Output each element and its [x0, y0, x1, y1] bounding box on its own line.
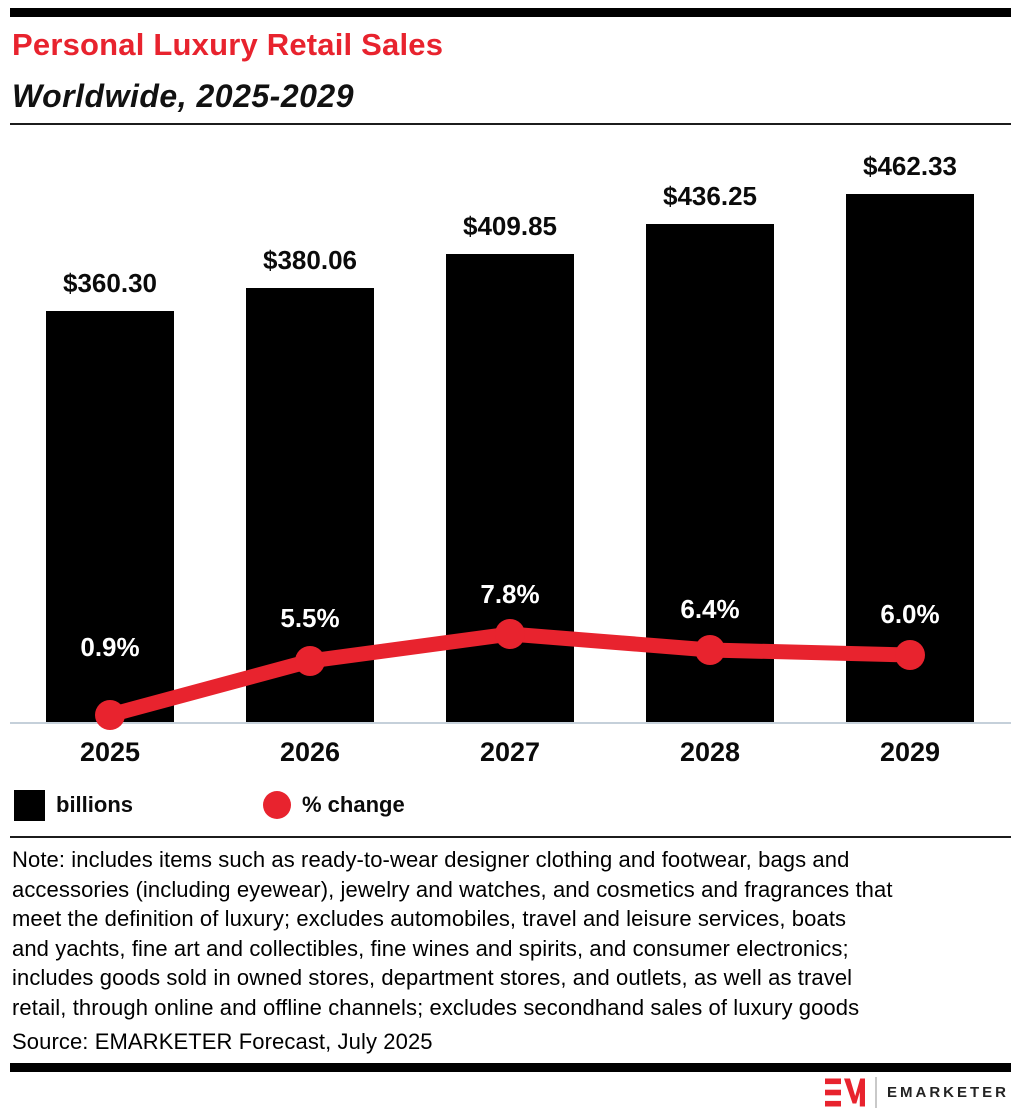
header-divider [10, 123, 1011, 125]
bar-value-label: $409.85 [463, 211, 557, 241]
x-axis-label: 2026 [279, 737, 341, 767]
pct-change-label: 6.0% [880, 599, 940, 629]
bar-value-label: $462.33 [863, 151, 957, 181]
pct-change-label: 6.4% [680, 594, 740, 624]
note-line: includes goods sold in owned stores, dep… [12, 965, 853, 991]
pct-change-label: 7.8% [480, 579, 540, 609]
pct-change-swatch-circle-icon [263, 791, 291, 819]
emarketer-logo-icon [824, 1078, 865, 1107]
note-line: and yachts, fine art and collectibles, f… [12, 935, 849, 961]
note-line: retail, through online and offline chann… [12, 994, 860, 1020]
chart-legend: billions % change [14, 788, 405, 822]
x-axis-label: 2027 [479, 737, 541, 767]
page-title: Personal Luxury Retail Sales [12, 27, 444, 62]
legend-label-pct-change: % change [302, 792, 405, 817]
bar-2029 [846, 194, 974, 723]
note-line: accessories (including eyewear), jewelry… [12, 876, 893, 902]
brand-name: EMARKETER [886, 1084, 1009, 1101]
x-axis-label: 2029 [879, 737, 941, 767]
x-axis-line [10, 722, 1011, 724]
note-block: Note: includes items such as ready-to-we… [12, 845, 893, 1056]
x-axis-label: 2025 [79, 737, 141, 767]
note-line: Note: includes items such as ready-to-we… [12, 847, 850, 872]
bar-2027 [446, 254, 574, 723]
emarketer-brand: EMARKETER [824, 1077, 1009, 1108]
bottom-rule [10, 1063, 1011, 1072]
note-line: meet the definition of luxury; excludes … [12, 906, 847, 932]
bar-value-label: $360.30 [63, 268, 157, 298]
pct-change-label: 5.5% [280, 603, 340, 633]
legend-divider [10, 836, 1011, 838]
x-axis-label: 2028 [679, 737, 741, 767]
page-subtitle: Worldwide, 2025-2029 [12, 78, 354, 114]
legend-label-billions: billions [56, 792, 133, 817]
bar-2028 [646, 224, 774, 723]
top-rule [10, 8, 1011, 17]
bar-value-label: $380.06 [263, 245, 357, 275]
pct-change-label: 0.9% [80, 632, 140, 662]
logo-separator [874, 1077, 877, 1108]
billions-swatch-square-icon [14, 789, 45, 821]
bar-2026 [246, 288, 374, 723]
bar-value-label: $436.25 [663, 181, 757, 211]
source-line: Source: EMARKETER Forecast, July 2025 [12, 1028, 433, 1054]
